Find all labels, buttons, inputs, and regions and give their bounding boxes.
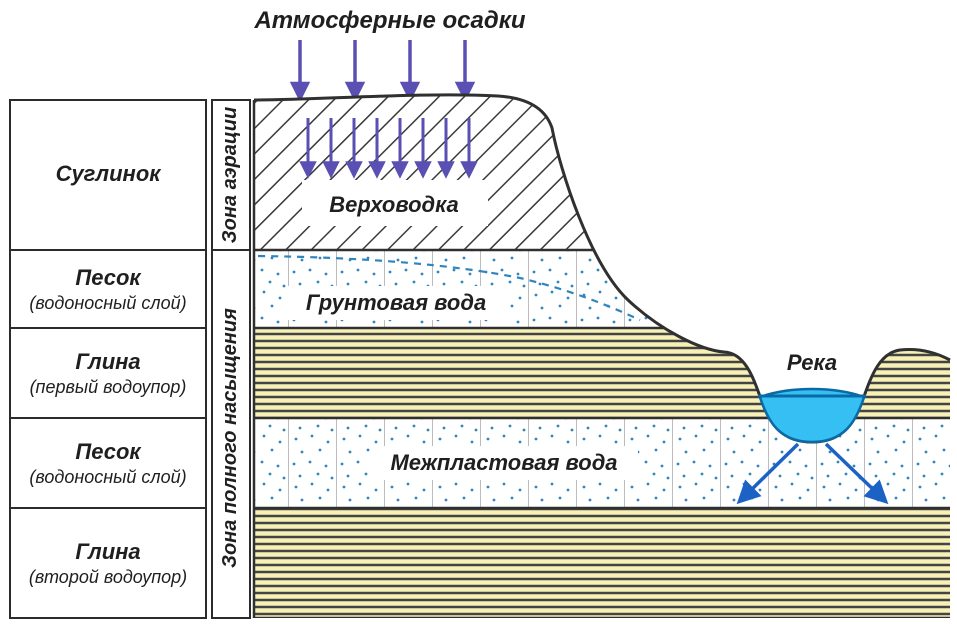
diagram-svg: Атмосферные осадки Суглинок Песок (водонос… xyxy=(0,0,957,639)
legend-title: Глина xyxy=(75,349,140,374)
legend-column: Суглинок Песок (водоносный слой) Глина (перв… xyxy=(10,100,206,618)
legend-title: Песок xyxy=(75,265,142,290)
legend-subtitle: (водоносный слой) xyxy=(29,293,186,313)
zone-aeration-label: Зона аэрации xyxy=(219,107,241,243)
interstratal-water-label: Межпластовая вода xyxy=(390,450,617,475)
legend-title: Суглинок xyxy=(56,161,163,186)
groundwater-label: Грунтовая вода xyxy=(306,290,486,315)
legend-title: Песок xyxy=(75,439,142,464)
legend-subtitle: (водоносный слой) xyxy=(29,467,186,487)
zone-strip: Зона аэрации Зона полного насыщения xyxy=(212,100,250,618)
legend-subtitle: (первый водоупор) xyxy=(30,377,187,397)
perched-water-label: Верховодка xyxy=(329,192,459,217)
precipitation-arrows xyxy=(300,40,465,92)
legend-title: Глина xyxy=(75,539,140,564)
diagram-root: Атмосферные осадки Суглинок Песок (водонос… xyxy=(0,0,957,639)
river-label: Река xyxy=(787,350,837,375)
legend-subtitle: (второй водоупор) xyxy=(29,567,187,587)
cross-section xyxy=(254,90,954,618)
zone-saturation-label: Зона полного насыщения xyxy=(219,308,241,568)
title-label: Атмосферные осадки xyxy=(253,7,525,34)
